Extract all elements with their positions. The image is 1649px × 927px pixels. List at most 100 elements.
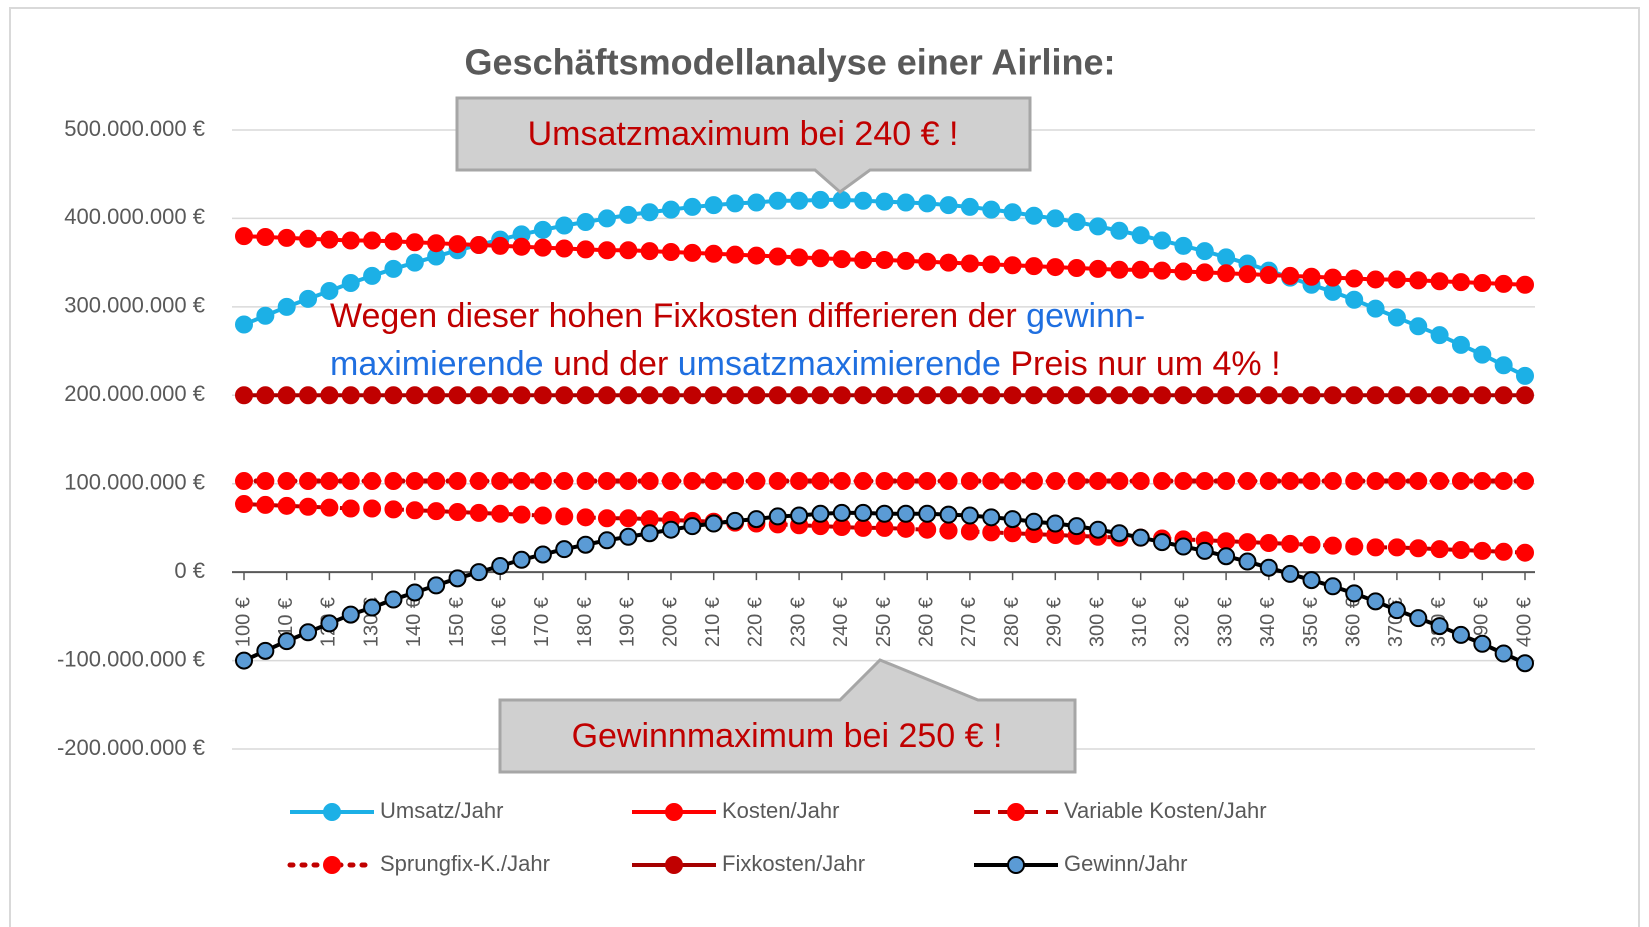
point — [235, 651, 253, 670]
y-tick-label: 200.000.000 € — [64, 381, 205, 406]
point — [512, 505, 531, 524]
point — [1451, 625, 1470, 644]
point — [1003, 386, 1022, 405]
point — [896, 193, 915, 212]
point — [854, 386, 873, 405]
point — [704, 386, 723, 405]
point — [960, 254, 979, 273]
y-tick-label: 300.000.000 € — [64, 293, 205, 318]
point — [576, 240, 595, 259]
point — [533, 506, 552, 525]
point — [960, 386, 979, 405]
point — [1089, 472, 1107, 491]
point — [384, 386, 403, 405]
point — [640, 203, 659, 222]
point — [1451, 335, 1470, 354]
point — [1217, 248, 1236, 267]
note-segment: umsatzmaximierende — [678, 345, 1001, 383]
point — [448, 503, 467, 522]
point — [597, 209, 616, 228]
point — [982, 386, 1001, 405]
point — [918, 386, 937, 405]
point — [939, 253, 958, 272]
point — [405, 233, 424, 252]
point — [341, 472, 360, 491]
point — [491, 556, 510, 575]
x-tick-label: 150 € — [446, 597, 468, 647]
y-tick-label: 100.000.000 € — [64, 470, 205, 495]
point — [1217, 386, 1236, 405]
point — [1494, 472, 1513, 491]
point — [1259, 386, 1278, 405]
point — [854, 250, 873, 269]
point — [469, 235, 488, 254]
point — [1024, 472, 1043, 491]
point — [896, 472, 915, 491]
point — [1174, 472, 1193, 491]
point — [533, 472, 552, 491]
point — [683, 472, 702, 491]
point — [1430, 326, 1449, 345]
point — [1024, 386, 1043, 405]
point — [256, 472, 275, 491]
point — [918, 520, 937, 539]
point — [363, 598, 382, 617]
point — [1238, 472, 1257, 491]
point — [619, 205, 638, 224]
callout-top: Umsatzmaximum bei 240 € ! — [455, 96, 1032, 194]
callout-box — [455, 96, 1032, 194]
point — [1259, 266, 1278, 285]
point — [683, 197, 702, 216]
point — [1366, 299, 1385, 318]
point — [341, 605, 360, 624]
point — [1281, 564, 1300, 583]
point — [448, 235, 467, 254]
point — [1387, 308, 1406, 327]
point — [747, 510, 766, 529]
point — [1366, 270, 1385, 289]
callout-text: Umsatzmaximum bei 240 € ! — [528, 115, 959, 153]
note-segment: gewinn- — [1026, 297, 1145, 335]
point — [1387, 472, 1406, 491]
point — [320, 386, 339, 405]
point — [790, 248, 809, 267]
point — [256, 495, 275, 514]
y-tick-label: 0 € — [174, 558, 205, 583]
point — [341, 273, 360, 292]
point — [939, 196, 958, 215]
point — [320, 230, 339, 249]
point — [939, 386, 958, 405]
point — [1153, 472, 1172, 491]
point — [1110, 472, 1129, 491]
point — [1430, 540, 1449, 559]
point — [235, 495, 253, 514]
point — [1473, 386, 1492, 405]
point — [1494, 386, 1513, 405]
legend-label: Variable Kosten/Jahr — [1064, 798, 1267, 823]
point — [790, 506, 809, 525]
point — [1302, 571, 1321, 590]
point — [448, 569, 467, 588]
point — [747, 472, 766, 491]
point — [256, 306, 275, 325]
point — [235, 227, 253, 246]
point — [427, 576, 446, 595]
chart-title: Geschäftsmodellanalyse einer Airline: — [465, 42, 1116, 83]
point — [747, 246, 766, 265]
point — [811, 190, 830, 209]
point — [235, 386, 253, 405]
point — [1473, 472, 1492, 491]
point — [811, 249, 830, 268]
point — [277, 472, 296, 491]
point — [982, 508, 1001, 527]
point — [1024, 257, 1043, 276]
point — [662, 520, 680, 539]
point — [341, 499, 360, 518]
point — [662, 472, 680, 491]
point — [747, 386, 766, 405]
point — [512, 550, 531, 569]
point — [1345, 290, 1364, 309]
point — [939, 472, 958, 491]
point — [683, 517, 702, 536]
point — [533, 238, 552, 257]
